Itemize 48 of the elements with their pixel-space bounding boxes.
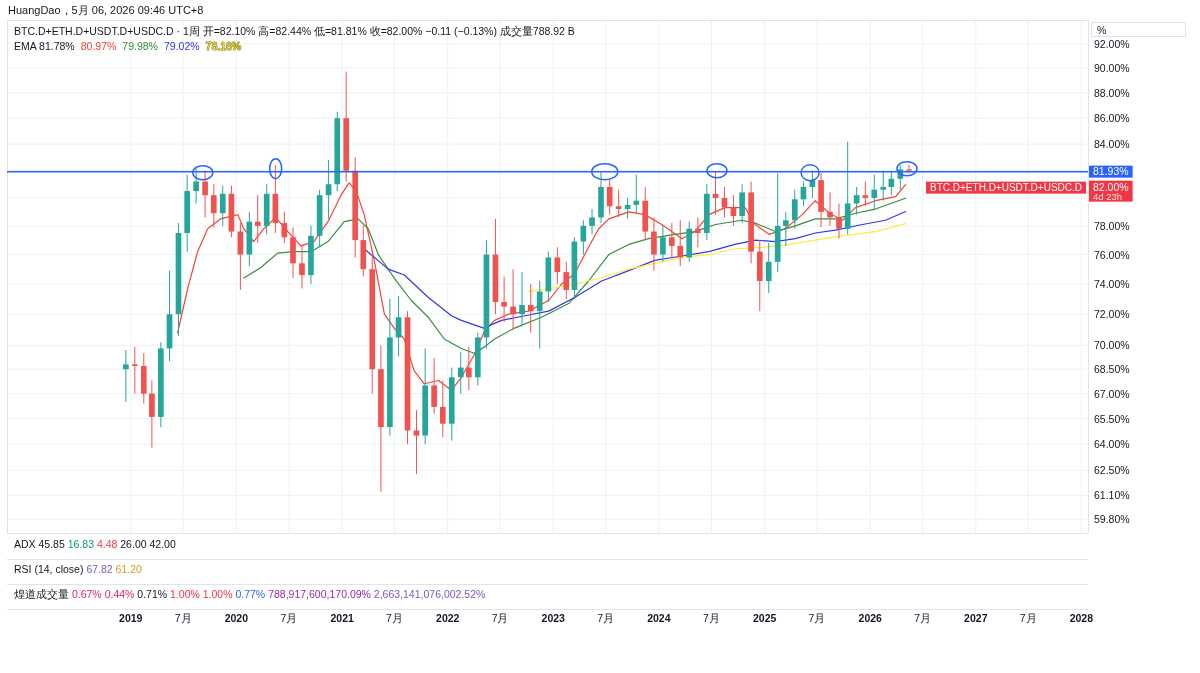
text: 煌道成交量 0.67% 0.44% 0.71% 1.00% 1.00% 0.77% 788,917,600,170.09% 2,663,141,076,002.52% [14,588,486,600]
y-tick-label: 61.10% [1094,489,1130,502]
y-tick-label: 64.00% [1094,438,1130,451]
x-tick-label: 7月 [280,612,298,624]
y-tick-label: 70.00% [1094,339,1130,352]
x-tick-label: 2020 [224,612,249,624]
text: ADX 45.85 16.83 4.48 26.00 42.00 [14,538,176,550]
y-tick-label: 62.50% [1094,464,1130,477]
x-tick-label: 7月 [491,612,509,624]
line-series [527,223,907,293]
last-price-tag: 82.00% 4d 23h [1089,180,1133,203]
y-tick-label: 90.00% [1094,61,1130,74]
x-tick-label: 2023 [541,612,566,624]
x-tick-label: 2026 [858,612,883,624]
y-tick-label: 67.00% [1094,387,1130,400]
y-tick-label: 59.80% [1094,513,1130,526]
x-tick-label: 7月 [703,612,720,624]
y-tick-label: 88.00% [1094,86,1130,99]
line-series [243,197,907,354]
x-tick-label: 7月 [808,612,826,624]
y-tick-label: 76.00% [1094,248,1130,261]
legend: 80.97% 79.98% 79.02% 78.16% [80,40,242,52]
x-tick-label: 2025 [753,612,777,624]
line-series [177,182,907,391]
text: BTC.D+ETH.D+USDT.D+USDC.D · 1周 开=82.10% 高=82.44% 低=81.81% 收=82.00% −0.11 (−0.13%) 成交量788.92 B [14,25,575,37]
x-tick-label: 2021 [330,612,355,624]
y-tick-label: 92.00% [1094,37,1130,50]
y-tick-label: 72.00% [1094,308,1130,321]
text: RSI (14, close) 67.82 61.20 [14,563,143,575]
y-tick-label: 86.00% [1094,112,1130,125]
y-axis-title: % [1097,23,1107,36]
x-tick-label: 7月 [174,612,192,624]
x-tick-label: 2019 [119,612,143,624]
x-tick-label: 2022 [436,612,460,624]
x-tick-label: 7月 [914,612,931,624]
x-tick-label: 2024 [647,612,671,624]
y-tick-label: 78.00% [1094,219,1130,232]
x-tick-label: 2027 [964,612,988,624]
y-tick-label: 65.50% [1094,412,1130,425]
y-tick-label: 68.50% [1094,363,1130,376]
y-tick-label: 74.00% [1094,277,1130,290]
chart-title: HuangDao，5月 06, 2026 09:46 UTC+8 [8,4,204,16]
x-tick-label: 7月 [1019,612,1037,624]
x-tick-label: 2028 [1069,612,1094,624]
x-tick-label: 7月 [597,612,615,624]
x-tick-label: 7月 [386,612,403,624]
annotation: EMA 81.78% [14,40,75,52]
y-tick-label: 84.00% [1094,138,1130,151]
